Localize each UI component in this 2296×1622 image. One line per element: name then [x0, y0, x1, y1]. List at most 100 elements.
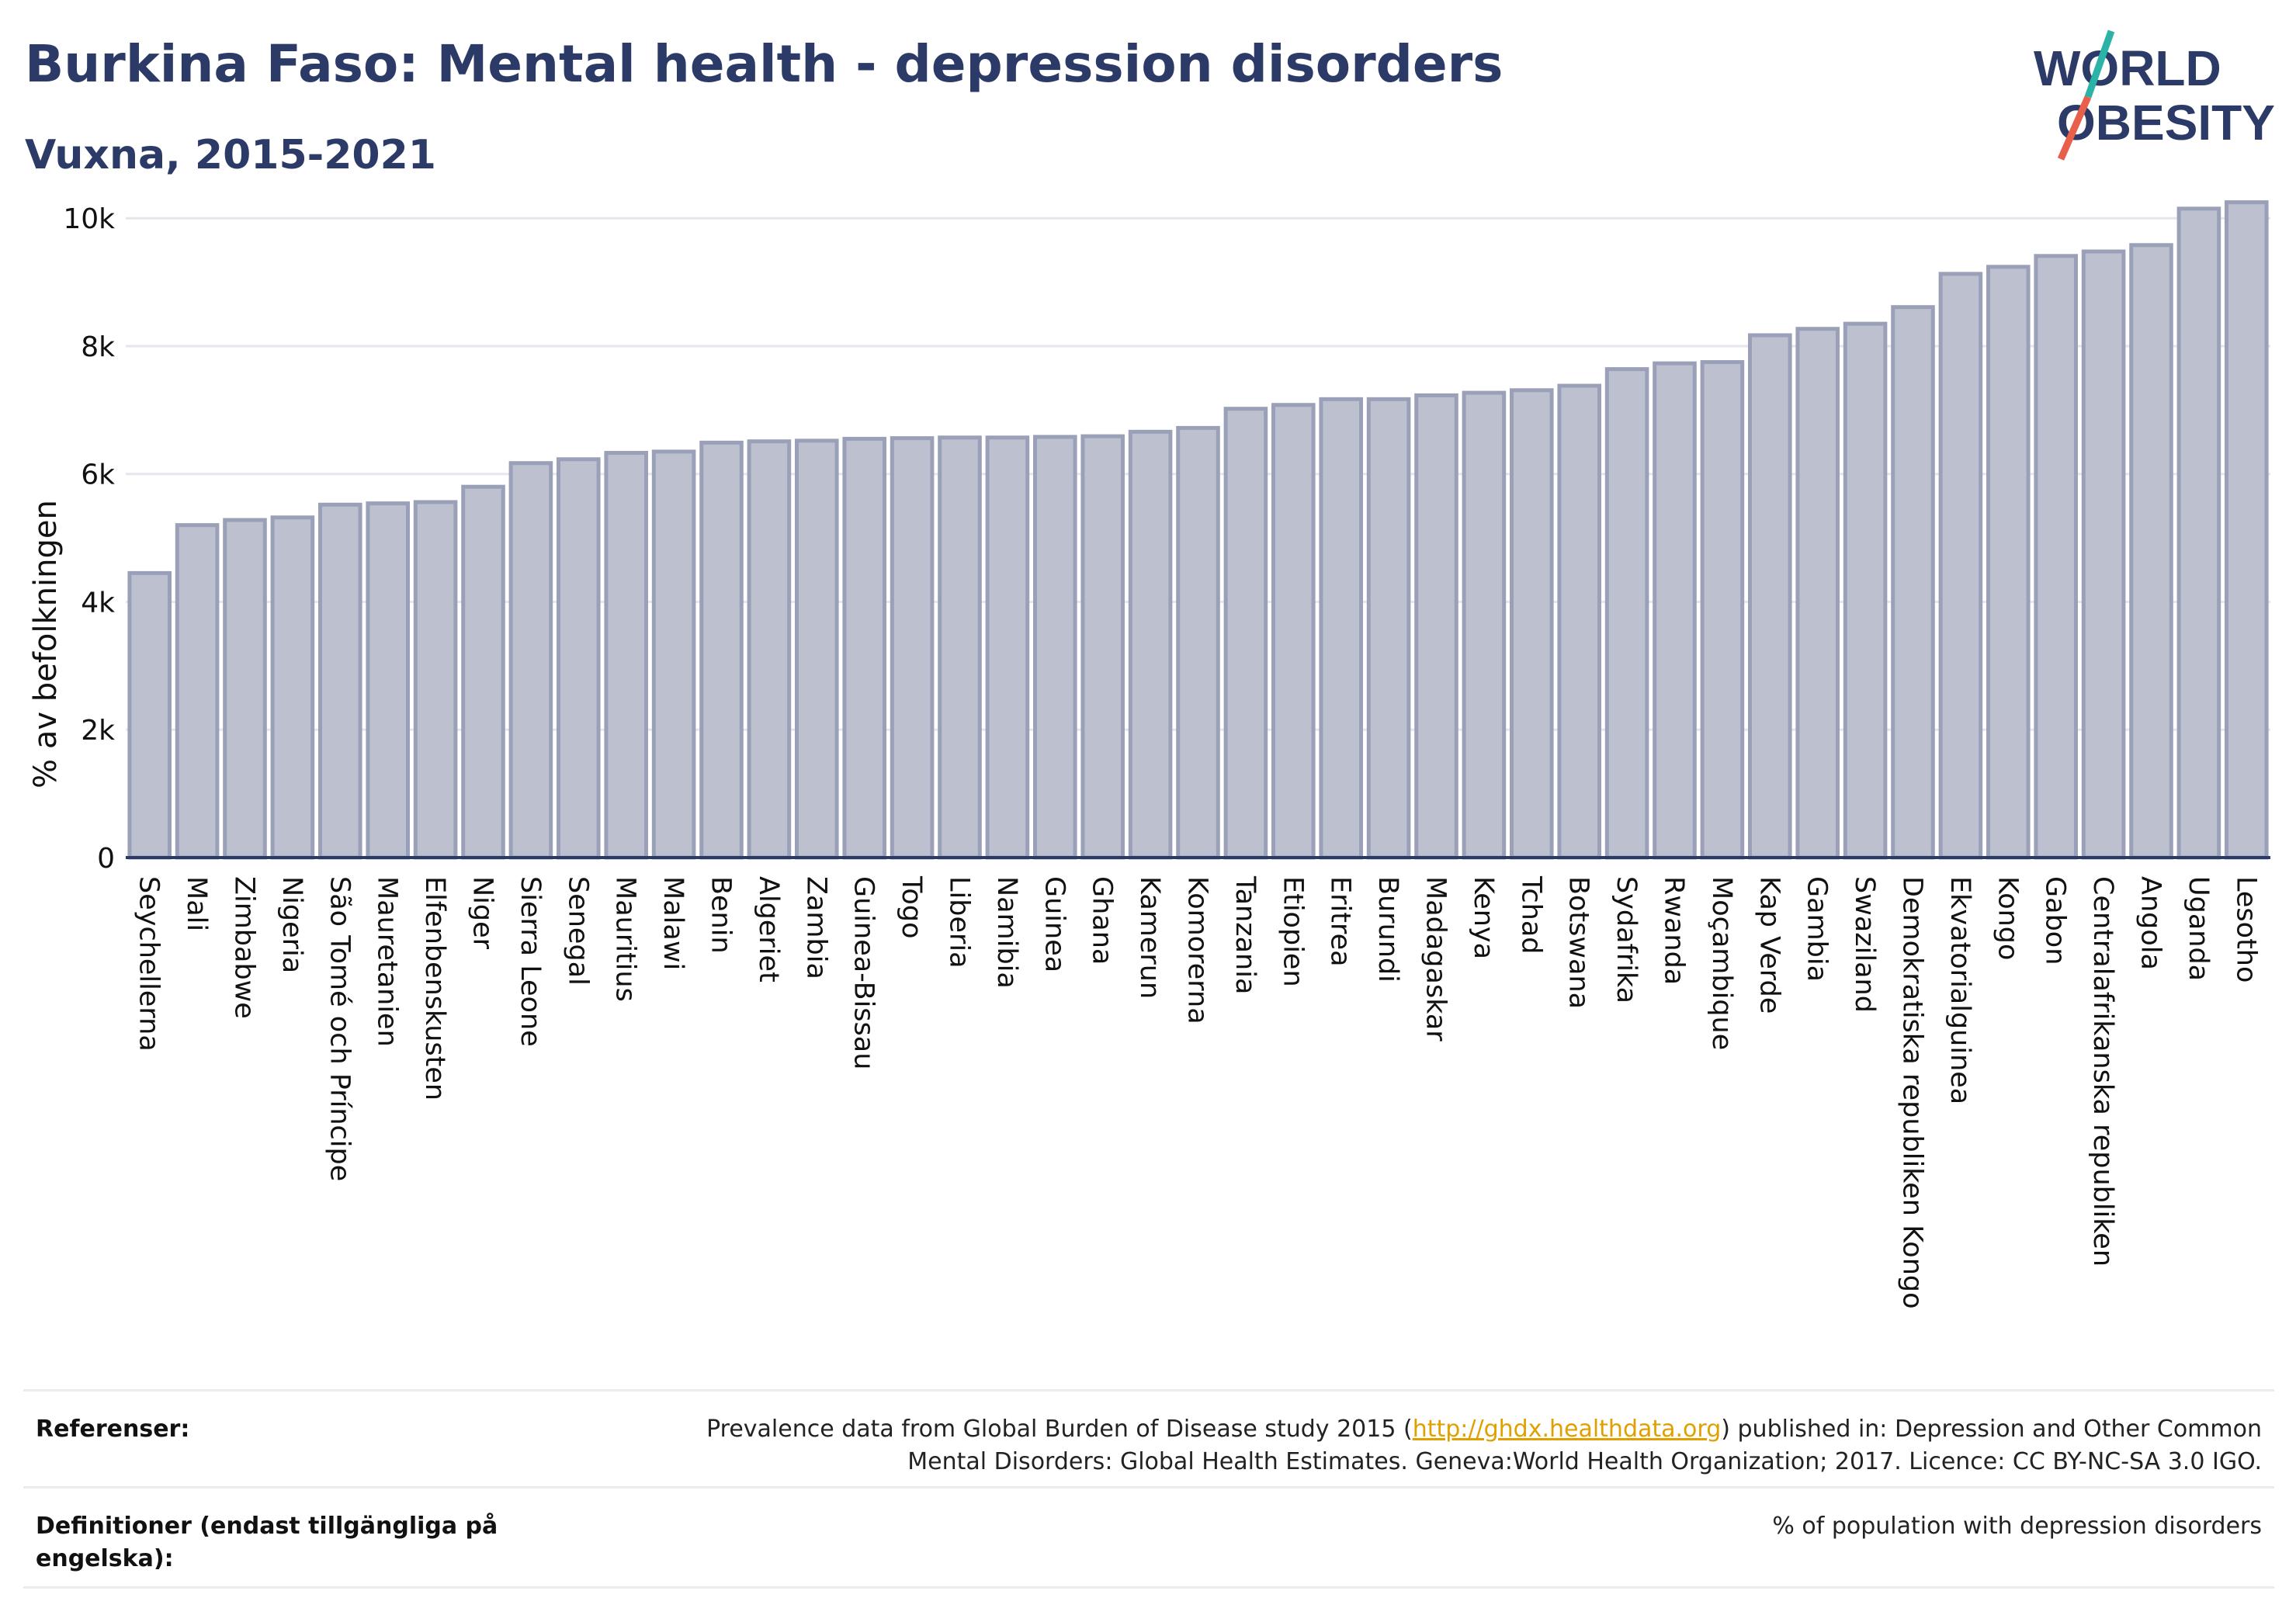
x-tick-label: Centralafrikanska republiken — [2087, 876, 2118, 1267]
x-tick-label: Tanzania — [1230, 875, 1261, 994]
x-tick-label: Tchad — [1515, 875, 1546, 955]
bar[interactable] — [604, 451, 648, 860]
y-tick-label: 0 — [97, 843, 115, 875]
bar[interactable] — [1128, 429, 1173, 860]
bar[interactable] — [557, 457, 601, 860]
bar[interactable] — [1891, 305, 1935, 860]
bar[interactable] — [842, 436, 886, 860]
bar[interactable] — [1604, 367, 1649, 860]
bar[interactable] — [2225, 200, 2269, 860]
bar[interactable] — [270, 515, 315, 860]
chart-subtitle: Vuxna, 2015-2021 — [25, 132, 436, 178]
bar[interactable] — [2081, 249, 2126, 860]
x-tick-label: Mali — [181, 876, 212, 931]
bar-chart: 0 2k 4k 6k 8k 10k Seychellerna Mali Zimbabwe Nig… — [28, 200, 2270, 1309]
x-tick-label: Ghana — [1087, 876, 1118, 965]
x-tick-label: Angola — [2135, 876, 2166, 970]
bar[interactable] — [1700, 360, 1745, 860]
x-tick-label: Algeriet — [753, 876, 784, 983]
bar[interactable] — [2176, 206, 2221, 860]
bar[interactable] — [890, 436, 935, 860]
x-tick-label: Niger — [467, 876, 498, 950]
bar[interactable] — [175, 523, 220, 860]
definitions-text: % of population with depression disorder… — [1772, 1513, 2262, 1540]
x-tick-label: Madagaskar — [1420, 876, 1451, 1041]
x-tick-label: Kongo — [1992, 876, 2023, 960]
bar[interactable] — [651, 449, 696, 860]
x-tick-label: Komorerna — [1182, 876, 1213, 1024]
bar[interactable] — [1366, 397, 1411, 860]
x-tick-label: Malawi — [657, 876, 688, 970]
bar[interactable] — [1176, 425, 1220, 860]
bar[interactable] — [1653, 361, 1697, 860]
bar[interactable] — [1795, 327, 1840, 860]
bar[interactable] — [1223, 407, 1268, 860]
x-tick-label: São Tomé och Príncipe — [324, 876, 355, 1181]
x-tick-label: Moçambique — [1706, 876, 1737, 1050]
x-tick-label: Seychellerna — [134, 876, 165, 1052]
bar[interactable] — [699, 440, 744, 860]
bar[interactable] — [1748, 333, 1792, 860]
x-tick-label: Kenya — [1468, 876, 1499, 959]
x-tick-label: Liberia — [944, 876, 975, 969]
x-tick-label: Lesotho — [2230, 876, 2261, 983]
bar[interactable] — [1462, 390, 1507, 860]
x-tick-label: Uganda — [2183, 876, 2214, 981]
bar[interactable] — [1843, 321, 1888, 860]
x-tick-label: Demokratiska republiken Kongo — [1897, 876, 1928, 1309]
x-tick-label: Senegal — [562, 876, 593, 986]
bar[interactable] — [1033, 435, 1077, 860]
x-tick-label: Botswana — [1563, 876, 1594, 1009]
x-tick-label: Kamerun — [1134, 876, 1165, 999]
bar[interactable] — [223, 518, 267, 860]
bar[interactable] — [1319, 397, 1363, 860]
bars — [127, 200, 2269, 860]
bar[interactable] — [2129, 243, 2173, 860]
x-tick-label: Rwanda — [1659, 876, 1690, 985]
bar[interactable] — [1557, 383, 1601, 860]
x-tick-label: Benin — [706, 876, 737, 954]
y-tick-label: 4k — [81, 587, 115, 619]
logo-line1: WORLD — [2034, 40, 2221, 96]
x-tick-label: Sierra Leone — [515, 876, 546, 1047]
bar[interactable] — [938, 435, 982, 860]
y-tick-label: 10k — [63, 203, 115, 235]
x-tick-label: Nigeria — [276, 876, 307, 973]
y-tick-label: 6k — [81, 459, 115, 491]
logo-slash-bottom — [2057, 95, 2092, 161]
footer: Referenser: Prevalence data from Global … — [23, 1389, 2274, 1589]
bar[interactable] — [985, 435, 1030, 860]
x-tick-label: Kap Verde — [1753, 876, 1784, 1014]
y-tick-label: 2k — [81, 715, 115, 747]
x-tick-labels: Seychellerna Mali Zimbabwe Nigeria São Tomé … — [134, 875, 2262, 1309]
bar[interactable] — [2034, 254, 2078, 860]
bar[interactable] — [1080, 434, 1125, 860]
chart-title: Burkina Faso: Mental health - depression… — [25, 34, 1503, 94]
x-tick-label: Gabon — [2040, 876, 2071, 965]
bar[interactable] — [461, 484, 505, 860]
references-link[interactable]: http://ghdx.healthdata.org — [1412, 1416, 1722, 1443]
bar[interactable] — [366, 501, 410, 860]
bar[interactable] — [508, 461, 553, 860]
references-row: Referenser: Prevalence data from Global … — [23, 1389, 2274, 1486]
bar[interactable] — [1271, 403, 1316, 860]
x-tick-label: Namibia — [991, 876, 1022, 989]
bar[interactable] — [795, 438, 839, 860]
y-tick-label: 8k — [81, 331, 115, 363]
references-text: Prevalence data from Global Burden of Di… — [706, 1416, 2262, 1475]
world-obesity-logo: WORLD OBESITY — [2034, 29, 2275, 161]
bar[interactable] — [1986, 265, 2031, 860]
bar[interactable] — [1510, 388, 1554, 860]
x-tick-label: Mauretanien — [372, 876, 403, 1047]
bar[interactable] — [318, 502, 362, 860]
x-tick-label: Guinea — [1039, 876, 1070, 972]
x-tick-label: Zimbabwe — [229, 876, 260, 1019]
x-tick-label: Etiopien — [1277, 876, 1308, 987]
bar[interactable] — [413, 500, 458, 860]
y-tick-labels: 0 2k 4k 6k 8k 10k — [63, 203, 115, 875]
definitions-label: Definitioner (endast tillgängliga på eng… — [36, 1513, 498, 1572]
bar[interactable] — [1938, 272, 1983, 860]
bar[interactable] — [1414, 393, 1458, 860]
bar[interactable] — [747, 439, 792, 860]
bar[interactable] — [127, 570, 172, 860]
